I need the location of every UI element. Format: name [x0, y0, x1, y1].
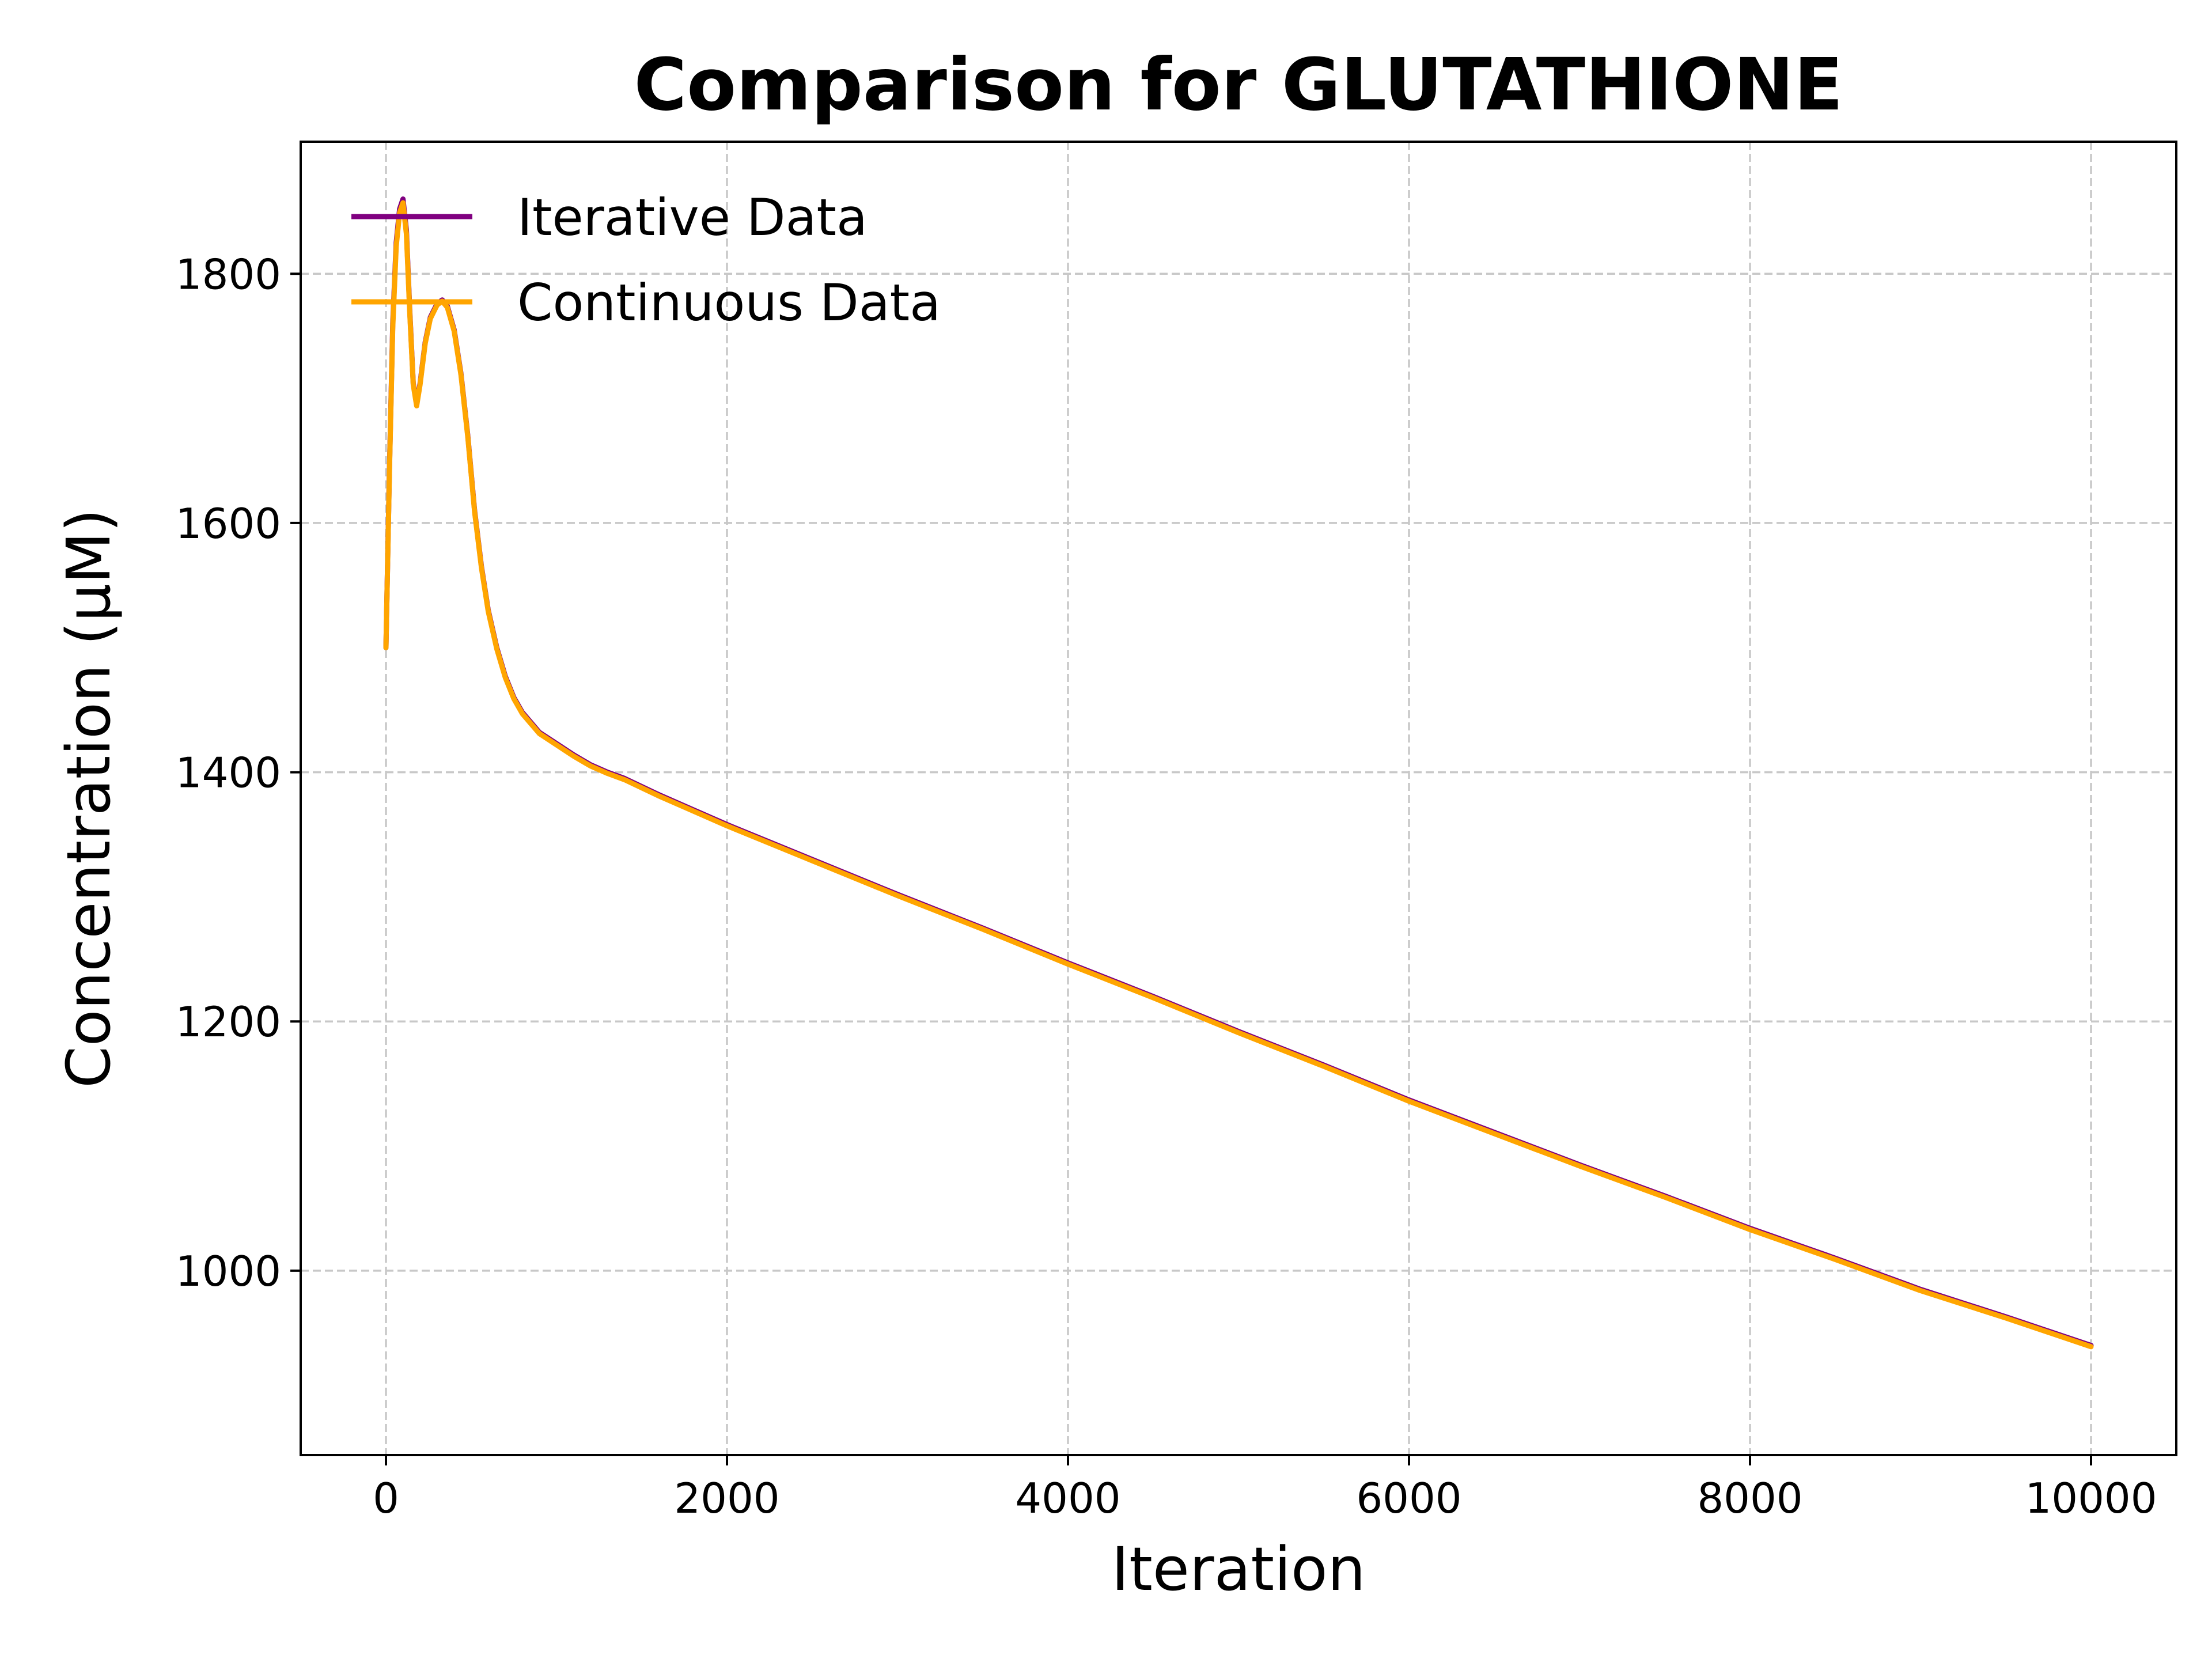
y-tick-label: 1400: [176, 749, 281, 797]
y-tick-label: 1200: [176, 998, 281, 1046]
legend-label-continuous-data: Continuous Data: [517, 273, 941, 332]
y-tick-label: 1800: [176, 250, 281, 298]
x-axis-ticks: 0 2000 4000 6000 8000 10000: [373, 1455, 2157, 1522]
y-tick-label: 1000: [176, 1247, 281, 1296]
x-tick-label: 2000: [674, 1474, 779, 1522]
x-tick-label: 4000: [1015, 1474, 1120, 1522]
y-tick-label: 1600: [176, 499, 281, 548]
x-tick-label: 0: [373, 1474, 399, 1522]
y-axis-label: Concentration (μM): [54, 509, 124, 1088]
x-tick-label: 8000: [1697, 1474, 1802, 1522]
series-line-continuous-data: [383, 200, 2094, 1350]
legend-label-iterative-data: Iterative Data: [517, 188, 868, 247]
y-axis-ticks: 1000 1200 1400 1600 1800: [176, 250, 301, 1296]
x-tick-label: 10000: [2025, 1474, 2157, 1522]
plot-area-frame: [300, 141, 2177, 1456]
plot-series: [383, 196, 2094, 1350]
legend: Iterative Data Continuous Data: [351, 188, 941, 332]
x-axis-label: Iteration: [1111, 1534, 1365, 1604]
x-tick-label: 6000: [1356, 1474, 1461, 1522]
chart-title: Comparison for GLUTATHIONE: [634, 43, 1843, 127]
